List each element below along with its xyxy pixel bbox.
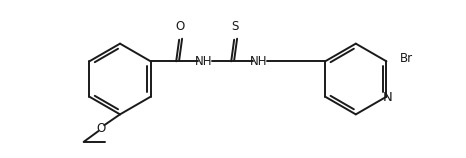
Text: S: S (232, 20, 239, 33)
Text: Br: Br (400, 52, 413, 65)
Text: NH: NH (250, 55, 267, 68)
Text: O: O (176, 20, 185, 33)
Text: O: O (97, 122, 106, 135)
Text: N: N (383, 91, 392, 104)
Text: NH: NH (195, 55, 212, 68)
